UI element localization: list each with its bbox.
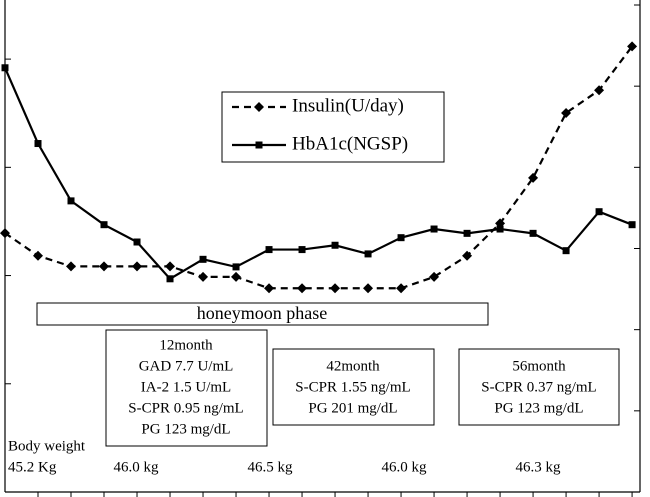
note-line: 12month <box>159 337 213 353</box>
marker <box>594 85 605 96</box>
note-line: S-CPR 0.37 ng/mL <box>481 379 596 395</box>
legend-label: HbA1c(NGSP) <box>292 133 408 154</box>
marker <box>330 283 341 294</box>
note-line: S-CPR 1.55 ng/mL <box>295 379 410 395</box>
marker <box>595 208 603 216</box>
note-line: 56month <box>512 358 566 374</box>
marker <box>363 283 374 294</box>
marker <box>133 238 141 246</box>
marker <box>34 140 42 148</box>
marker <box>33 250 44 261</box>
note-box <box>458 348 620 426</box>
series-line <box>4 45 633 290</box>
note-line: S-CPR 0.95 ng/mL <box>128 400 243 416</box>
body-weight: 46.5 kg <box>248 459 294 475</box>
legend-marker <box>254 102 264 112</box>
marker <box>496 225 504 233</box>
body-weight: 46.0 kg <box>114 459 160 475</box>
phase-label: honeymoon phase <box>197 303 327 323</box>
body-weight: 46.3 kg <box>516 459 562 475</box>
marker <box>99 261 110 272</box>
series-line <box>3 67 633 281</box>
note-line: IA-2 1.5 U/mL <box>141 379 231 395</box>
marker <box>198 271 209 282</box>
marker <box>67 197 75 205</box>
marker <box>364 250 372 258</box>
note-line: GAD 7.7 U/mL <box>139 358 234 374</box>
body-weight-label: Body weight <box>8 438 86 454</box>
marker <box>627 41 638 52</box>
marker <box>297 283 308 294</box>
body-weight: 46.0 kg <box>382 459 428 475</box>
marker <box>562 247 570 255</box>
marker <box>396 283 407 294</box>
marker <box>430 225 438 233</box>
marker <box>529 229 537 237</box>
marker <box>462 250 473 261</box>
marker <box>232 263 240 271</box>
marker <box>528 172 539 183</box>
note-box <box>272 348 435 426</box>
marker <box>165 261 176 272</box>
marker <box>628 221 636 229</box>
marker <box>1 64 9 72</box>
phase-box <box>36 302 489 326</box>
body-weight: 45.2 Kg <box>8 459 57 475</box>
marker <box>264 283 275 294</box>
note-box <box>105 329 268 447</box>
marker <box>561 107 572 118</box>
marker <box>265 246 273 254</box>
marker <box>429 271 440 282</box>
marker <box>397 234 405 242</box>
marker <box>132 261 143 272</box>
legend-label: Insulin(U/day) <box>292 95 404 116</box>
note-line: 42month <box>326 358 380 374</box>
legend-marker <box>255 141 263 149</box>
note-line: PG 123 mg/dL <box>494 400 583 416</box>
marker <box>166 275 174 283</box>
marker <box>298 246 306 254</box>
note-line: PG 201 mg/dL <box>308 400 397 416</box>
marker <box>0 228 10 239</box>
marker <box>331 241 339 249</box>
marker <box>199 255 207 263</box>
marker <box>231 271 242 282</box>
marker <box>463 229 471 237</box>
note-line: PG 123 mg/dL <box>141 421 230 437</box>
marker <box>100 221 108 229</box>
marker <box>66 261 77 272</box>
